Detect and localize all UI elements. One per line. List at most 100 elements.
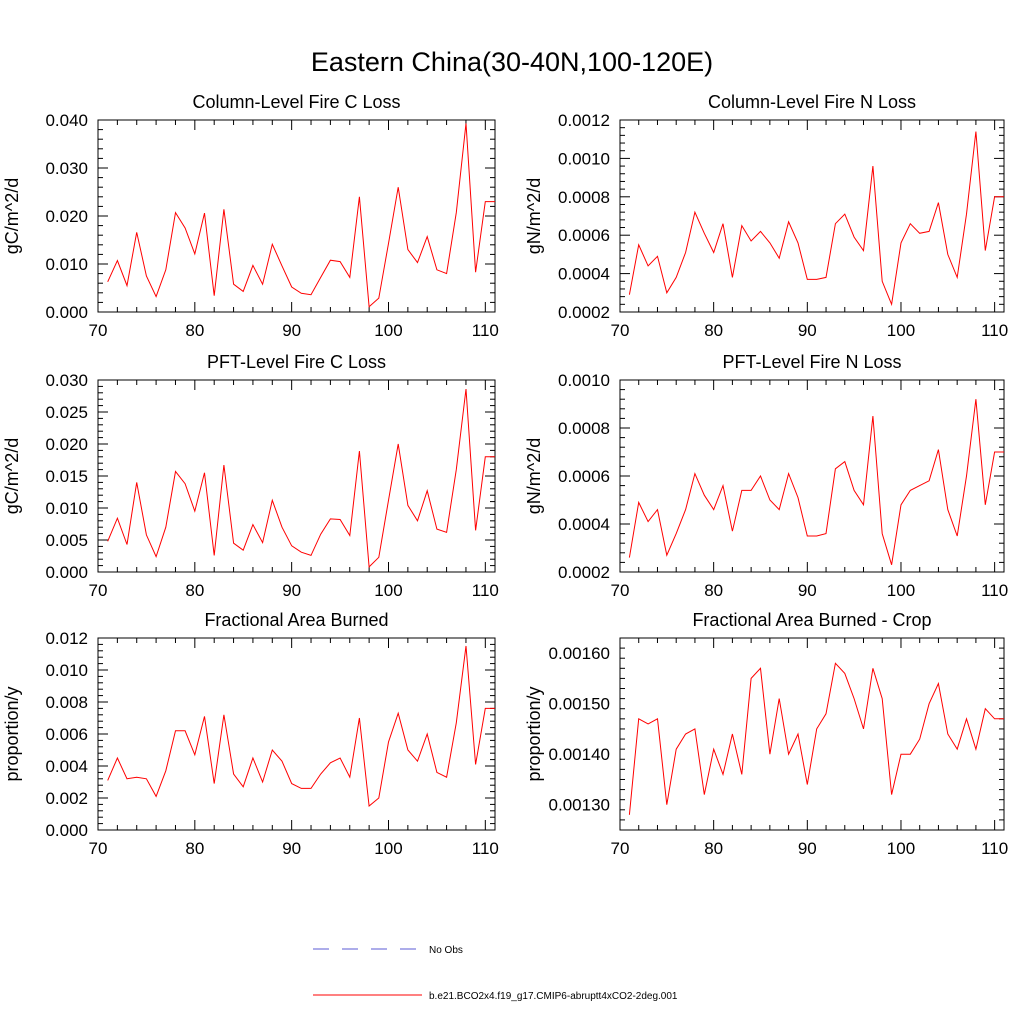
y-tick-label: 0.00140 — [549, 745, 610, 764]
y-tick-label: 0.010 — [45, 661, 88, 680]
x-tick-label: 110 — [472, 839, 499, 858]
panel-title: Column-Level Fire N Loss — [708, 92, 916, 112]
y-tick-label: 0.0012 — [558, 111, 610, 130]
y-tick-label: 0.010 — [45, 499, 88, 518]
panel-title: Fractional Area Burned — [204, 610, 388, 630]
x-tick-label: 80 — [704, 839, 723, 858]
y-tick-label: 0.0006 — [558, 467, 610, 486]
y-tick-label: 0.00130 — [549, 796, 610, 815]
y-tick-label: 0.004 — [45, 757, 88, 776]
x-tick-label: 90 — [282, 839, 301, 858]
panel-1: Column-Level Fire C Loss gC/m^2/d 70 80 90 10… — [2, 92, 499, 340]
y-axis-label: gC/m^2/d — [2, 178, 22, 254]
y-tick-label: 0.030 — [45, 159, 88, 178]
y-tick-label: 0.0004 — [558, 515, 610, 534]
plot-frame — [97, 119, 496, 313]
plot-frame — [619, 119, 1005, 313]
y-axis-label: gC/m^2/d — [2, 438, 22, 514]
y-tick-label: 0.000 — [45, 303, 88, 322]
y-tick-label: 0.00160 — [549, 644, 610, 663]
x-tick-label: 100 — [374, 321, 402, 340]
y-tick-label: 0.005 — [45, 531, 88, 550]
y-tick-label: 0.006 — [45, 725, 88, 744]
y-tick-label: 0.020 — [45, 207, 88, 226]
series-line — [107, 123, 495, 308]
y-tick-label: 0.0010 — [558, 371, 610, 390]
panel-3: PFT-Level Fire C Loss gC/m^2/d 70 80 90 100 11… — [2, 352, 499, 600]
y-tick-label: 0.000 — [45, 563, 88, 582]
y-tick-label: 0.0002 — [558, 563, 610, 582]
legend: No Obs b.e21.BCO2x4.f19_g17.CMIP6-abrupt… — [313, 945, 678, 1002]
y-tick-label: 0.030 — [45, 371, 88, 390]
x-tick-label: 100 — [887, 321, 915, 340]
plot-frame — [97, 379, 496, 573]
x-tick-label: 90 — [282, 321, 301, 340]
series-line — [628, 662, 1004, 815]
x-tick-label: 70 — [611, 581, 630, 600]
x-tick-label: 90 — [798, 581, 817, 600]
panel-title: Column-Level Fire C Loss — [192, 92, 400, 112]
chart-panels: Column-Level Fire C Loss gC/m^2/d 70 80 90 10… — [2, 92, 1008, 858]
x-tick-label: 70 — [611, 839, 630, 858]
y-tick-label: 0.015 — [45, 467, 88, 486]
y-axis-label: proportion/y — [2, 686, 22, 781]
x-tick-label: 90 — [282, 581, 301, 600]
y-tick-label: 0.0004 — [558, 265, 610, 284]
x-tick-label: 110 — [472, 321, 499, 340]
series-line — [628, 399, 1004, 565]
plot-frame — [619, 637, 1005, 831]
figure-title: Eastern China(30-40N,100-120E) — [311, 47, 713, 77]
panel-title: PFT-Level Fire C Loss — [207, 352, 386, 372]
y-tick-label: 0.0002 — [558, 303, 610, 322]
plot-frame — [619, 379, 1005, 573]
series-line — [107, 645, 495, 807]
y-tick-label: 0.0008 — [558, 419, 610, 438]
y-tick-label: 0.012 — [45, 629, 88, 648]
x-tick-label: 110 — [981, 839, 1008, 858]
x-tick-label: 80 — [704, 321, 723, 340]
y-tick-label: 0.008 — [45, 693, 88, 712]
x-tick-label: 100 — [887, 581, 915, 600]
x-tick-label: 70 — [611, 321, 630, 340]
x-tick-label: 110 — [472, 581, 499, 600]
panel-2: Column-Level Fire N Loss gN/m^2/d 70 80 90 10… — [524, 92, 1008, 340]
y-tick-label: 0.0010 — [558, 149, 610, 168]
x-tick-label: 80 — [704, 581, 723, 600]
panel-5: Fractional Area Burned proportion/y 70 80 90… — [2, 610, 499, 858]
x-tick-label: 100 — [374, 581, 402, 600]
x-tick-label: 80 — [185, 581, 204, 600]
legend-label-no-obs: No Obs — [429, 945, 463, 956]
y-tick-label: 0.025 — [45, 403, 88, 422]
x-tick-label: 110 — [981, 581, 1008, 600]
panel-6: Fractional Area Burned - Crop proportion/… — [524, 610, 1008, 858]
x-tick-label: 80 — [185, 321, 204, 340]
plot-frame — [97, 637, 496, 831]
y-tick-label: 0.002 — [45, 789, 88, 808]
y-axis-label: gN/m^2/d — [524, 438, 544, 514]
panel-title: PFT-Level Fire N Loss — [722, 352, 901, 372]
panel-4: PFT-Level Fire N Loss gN/m^2/d 70 80 90 100 11… — [524, 352, 1008, 600]
x-tick-label: 110 — [981, 321, 1008, 340]
y-tick-label: 0.020 — [45, 435, 88, 454]
x-tick-label: 70 — [89, 839, 108, 858]
series-line — [107, 388, 495, 569]
y-axis-label: proportion/y — [524, 686, 544, 781]
x-tick-label: 90 — [798, 839, 817, 858]
x-tick-label: 80 — [185, 839, 204, 858]
y-tick-label: 0.010 — [45, 255, 88, 274]
y-tick-label: 0.0006 — [558, 226, 610, 245]
x-tick-label: 90 — [798, 321, 817, 340]
y-tick-label: 0.0008 — [558, 188, 610, 207]
y-axis-label: gN/m^2/d — [524, 178, 544, 254]
x-tick-label: 100 — [887, 839, 915, 858]
y-tick-label: 0.000 — [45, 821, 88, 840]
panel-title: Fractional Area Burned - Crop — [692, 610, 931, 630]
y-tick-label: 0.00150 — [549, 695, 610, 714]
x-tick-label: 70 — [89, 321, 108, 340]
legend-label-model: b.e21.BCO2x4.f19_g17.CMIP6-abruptt4xCO2-… — [429, 991, 678, 1002]
series-line — [628, 131, 1004, 307]
x-tick-label: 100 — [374, 839, 402, 858]
x-tick-label: 70 — [89, 581, 108, 600]
y-tick-label: 0.040 — [45, 111, 88, 130]
